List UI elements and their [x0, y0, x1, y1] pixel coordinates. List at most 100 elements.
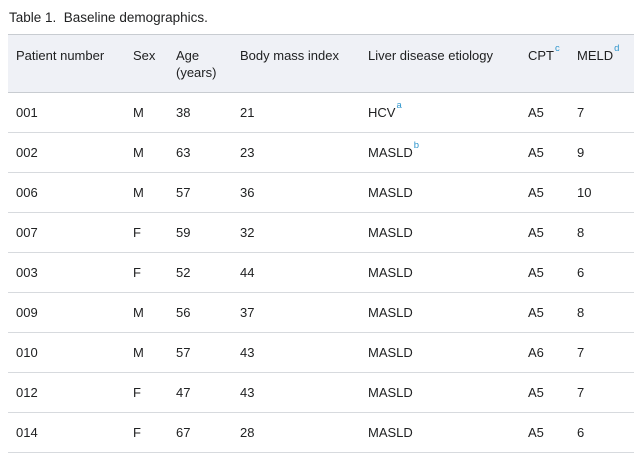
- cell-bmi: 28: [232, 412, 360, 453]
- table-row: 014 F 67 28 MASLD A5 6: [8, 412, 634, 453]
- cell-sex: F: [125, 252, 168, 293]
- cell-meld: 8: [569, 212, 634, 253]
- cell-sex: M: [125, 172, 168, 213]
- cell-patient-number: 009: [8, 292, 125, 333]
- table-row: 007 F 59 32 MASLD A5 8: [8, 212, 634, 253]
- cell-sex: M: [125, 132, 168, 173]
- cell-cpt: A5: [520, 92, 569, 133]
- etiology-label: MASLD: [368, 385, 413, 400]
- table-row: 009 M 56 37 MASLD A5 8: [8, 292, 634, 333]
- etiology-label: HCV: [368, 105, 396, 120]
- col-header-label: CPT: [528, 48, 554, 63]
- footnote-ref-a[interactable]: a: [396, 99, 402, 111]
- col-header-patient-number: Patient number: [8, 34, 125, 93]
- cell-sex: F: [125, 212, 168, 253]
- col-header-label: MELD: [577, 48, 614, 63]
- col-header-meld: MELDd: [569, 34, 634, 93]
- cell-bmi: 36: [232, 172, 360, 213]
- col-header-label: Liver disease etiology: [368, 48, 494, 63]
- cell-bmi: 43: [232, 332, 360, 373]
- cell-bmi: 21: [232, 92, 360, 133]
- demographics-table: Patient number Sex Age (years) Body mass…: [8, 34, 634, 453]
- cell-etiology: MASLD: [360, 292, 520, 333]
- cell-cpt: A5: [520, 372, 569, 413]
- cell-patient-number: 002: [8, 132, 125, 173]
- col-header-label: Sex: [133, 48, 156, 63]
- col-header-cpt: CPTc: [520, 34, 569, 93]
- cell-patient-number: 001: [8, 92, 125, 133]
- cell-meld: 10: [569, 172, 634, 213]
- cell-age: 67: [168, 412, 232, 453]
- cell-etiology: MASLDb: [360, 132, 520, 173]
- etiology-label: MASLD: [368, 345, 413, 360]
- cell-cpt: A6: [520, 332, 569, 373]
- cell-bmi: 44: [232, 252, 360, 293]
- etiology-label: MASLD: [368, 145, 413, 160]
- cell-bmi: 23: [232, 132, 360, 173]
- etiology-label: MASLD: [368, 265, 413, 280]
- cell-patient-number: 014: [8, 412, 125, 453]
- table-row: 012 F 47 43 MASLD A5 7: [8, 372, 634, 413]
- table-row: 002 M 63 23 MASLDb A5 9: [8, 132, 634, 173]
- table-row: 001 M 38 21 HCVa A5 7: [8, 92, 634, 133]
- cell-age: 57: [168, 332, 232, 373]
- cell-patient-number: 003: [8, 252, 125, 293]
- cell-etiology: MASLD: [360, 332, 520, 373]
- footnote-ref-b[interactable]: b: [413, 139, 420, 151]
- cell-meld: 6: [569, 412, 634, 453]
- col-header-etiology: Liver disease etiology: [360, 34, 520, 93]
- cell-etiology: MASLD: [360, 412, 520, 453]
- cell-etiology: MASLD: [360, 252, 520, 293]
- col-header-label: Age (years): [176, 48, 217, 80]
- cell-cpt: A5: [520, 132, 569, 173]
- etiology-label: MASLD: [368, 185, 413, 200]
- cell-etiology: MASLD: [360, 172, 520, 213]
- cell-bmi: 37: [232, 292, 360, 333]
- etiology-label: MASLD: [368, 225, 413, 240]
- cell-cpt: A5: [520, 212, 569, 253]
- col-header-bmi: Body mass index: [232, 34, 360, 93]
- cell-sex: F: [125, 412, 168, 453]
- cell-age: 52: [168, 252, 232, 293]
- cell-patient-number: 012: [8, 372, 125, 413]
- cell-cpt: A5: [520, 412, 569, 453]
- cell-age: 56: [168, 292, 232, 333]
- cell-age: 57: [168, 172, 232, 213]
- cell-patient-number: 007: [8, 212, 125, 253]
- table-caption: Table 1. Baseline demographics.: [9, 10, 208, 25]
- table-row: 003 F 52 44 MASLD A5 6: [8, 252, 634, 293]
- cell-cpt: A5: [520, 172, 569, 213]
- cell-age: 47: [168, 372, 232, 413]
- cell-bmi: 43: [232, 372, 360, 413]
- footnote-ref-d[interactable]: d: [614, 42, 620, 54]
- cell-age: 38: [168, 92, 232, 133]
- cell-sex: M: [125, 292, 168, 333]
- etiology-label: MASLD: [368, 425, 413, 440]
- cell-meld: 6: [569, 252, 634, 293]
- header-row: Patient number Sex Age (years) Body mass…: [8, 34, 634, 93]
- cell-etiology: HCVa: [360, 92, 520, 133]
- cell-age: 63: [168, 132, 232, 173]
- cell-meld: 9: [569, 132, 634, 173]
- cell-age: 59: [168, 212, 232, 253]
- col-header-label: Body mass index: [240, 48, 339, 63]
- col-header-age: Age (years): [168, 34, 232, 93]
- table-row: 006 M 57 36 MASLD A5 10: [8, 172, 634, 213]
- cell-etiology: MASLD: [360, 212, 520, 253]
- cell-cpt: A5: [520, 292, 569, 333]
- cell-patient-number: 010: [8, 332, 125, 373]
- cell-etiology: MASLD: [360, 372, 520, 413]
- col-header-sex: Sex: [125, 34, 168, 93]
- col-header-label: Patient number: [16, 48, 105, 63]
- cell-meld: 7: [569, 372, 634, 413]
- etiology-label: MASLD: [368, 305, 413, 320]
- footnote-ref-c[interactable]: c: [555, 42, 560, 54]
- cell-meld: 7: [569, 332, 634, 373]
- cell-patient-number: 006: [8, 172, 125, 213]
- cell-meld: 8: [569, 292, 634, 333]
- cell-cpt: A5: [520, 252, 569, 293]
- cell-sex: M: [125, 92, 168, 133]
- cell-meld: 7: [569, 92, 634, 133]
- cell-sex: F: [125, 372, 168, 413]
